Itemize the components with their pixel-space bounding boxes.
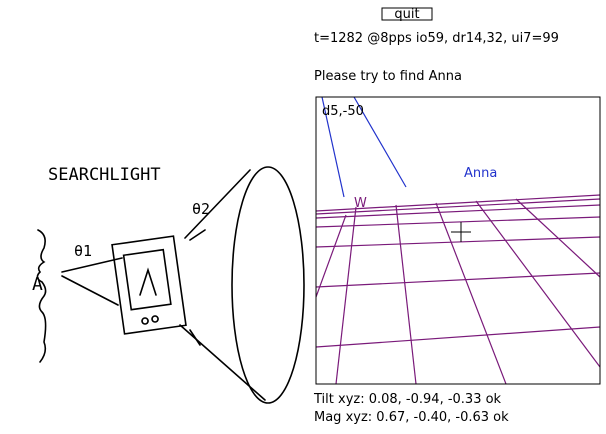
view: d5,-50 Anna W bbox=[316, 97, 600, 384]
offset-label: d5,-50 bbox=[322, 104, 364, 119]
device-hand bbox=[190, 230, 205, 345]
crosshair bbox=[451, 222, 471, 242]
device-screen bbox=[124, 250, 171, 310]
beam-lines bbox=[62, 170, 265, 400]
light-cone bbox=[232, 167, 304, 403]
device-detail bbox=[140, 270, 158, 324]
device bbox=[112, 236, 186, 334]
target-label: Anna bbox=[464, 166, 497, 181]
prompt: Please try to find Anna bbox=[314, 69, 462, 84]
quit-label[interactable]: quit bbox=[394, 7, 419, 22]
theta2-label: θ2 bbox=[192, 200, 210, 218]
screen: SEARCHLIGHT θ1 θ2 A quit t=1282 @8pps io… bbox=[0, 0, 606, 434]
view-frame bbox=[316, 97, 600, 384]
sketch-title: SEARCHLIGHT bbox=[48, 165, 161, 185]
mag-readout: Mag xyz: 0.67, -0.40, -0.63 ok bbox=[314, 410, 509, 425]
theta1-label: θ1 bbox=[74, 242, 92, 260]
face-outline bbox=[37, 230, 45, 362]
ground-grid bbox=[316, 195, 600, 384]
sketch: SEARCHLIGHT θ1 θ2 A bbox=[32, 165, 304, 403]
status-line: t=1282 @8pps io59, dr14,32, ui7=99 bbox=[314, 31, 559, 46]
marker-label: W bbox=[354, 196, 367, 211]
tilt-readout: Tilt xyz: 0.08, -0.94, -0.33 ok bbox=[313, 392, 502, 407]
eye-label: A bbox=[32, 274, 43, 295]
